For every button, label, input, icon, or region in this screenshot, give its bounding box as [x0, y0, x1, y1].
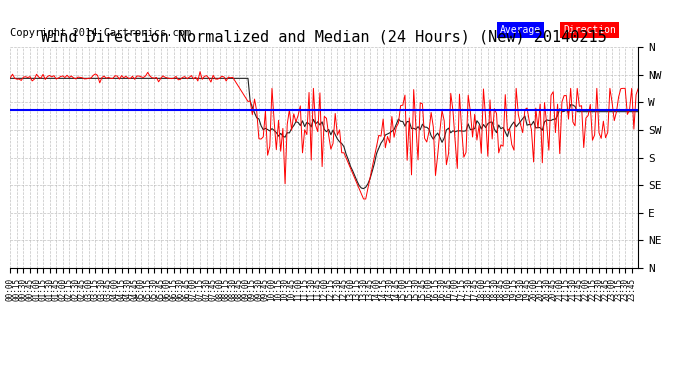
Text: Direction: Direction	[563, 25, 615, 35]
Text: Average: Average	[500, 25, 541, 35]
Title: Wind Direction Normalized and Median (24 Hours) (New) 20140215: Wind Direction Normalized and Median (24…	[41, 29, 607, 44]
Text: Copyright 2014 Cartronics.com: Copyright 2014 Cartronics.com	[10, 28, 192, 38]
